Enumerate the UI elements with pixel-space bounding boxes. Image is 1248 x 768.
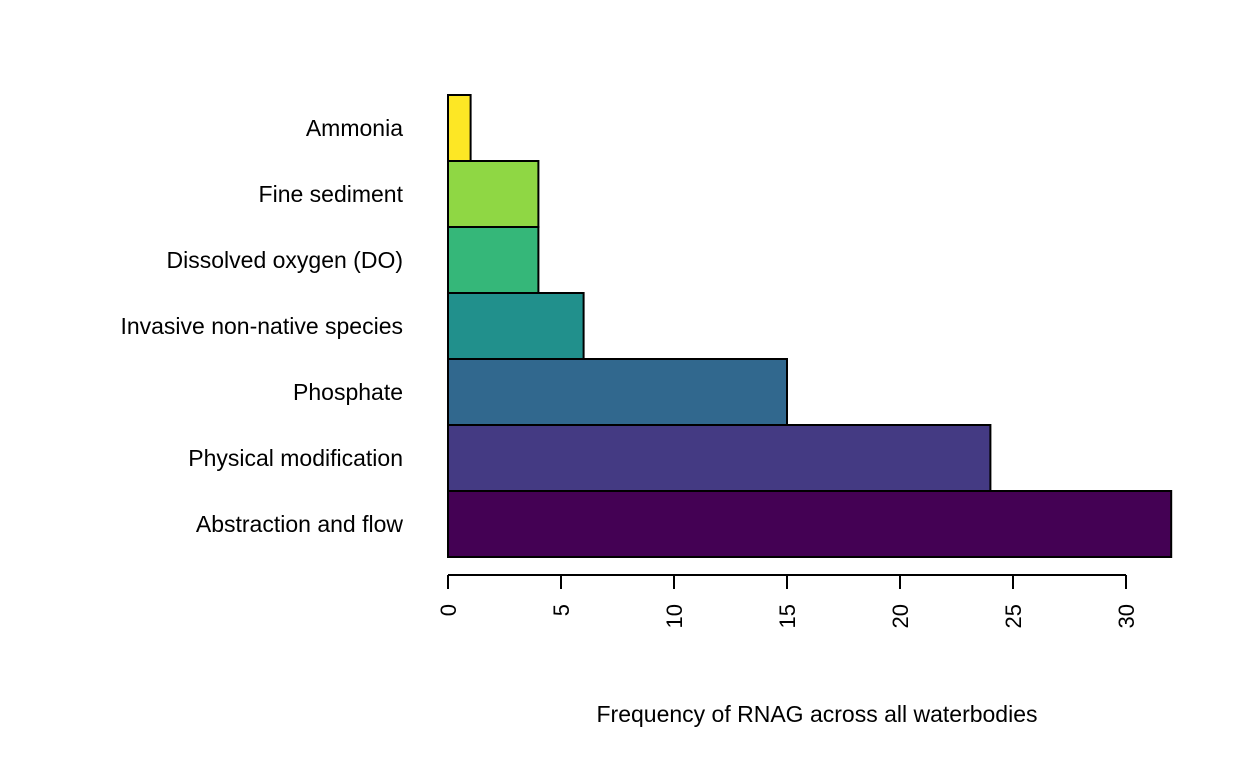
bar-invasive-non-native-species [447,292,585,360]
bars-group [447,94,1173,558]
category-label: Ammonia [306,115,403,141]
category-label: Phosphate [293,379,403,405]
x-axis-title: Frequency of RNAG across all waterbodies [596,701,1037,727]
x-axis-ticks: 0 5 10 15 20 25 30 [436,575,1139,628]
x-tick-label: 25 [1001,604,1026,628]
x-tick-label: 30 [1114,604,1139,628]
x-tick-label: 0 [436,604,461,616]
bar-physical-modification [447,424,992,492]
x-tick-label: 10 [662,604,687,628]
category-label: Invasive non-native species [120,313,403,339]
bar-ammonia [447,94,472,162]
x-tick-label: 5 [549,604,574,616]
bar-dissolved-oxygen-do [447,226,540,294]
category-label: Physical modification [188,445,403,471]
category-labels: Abstraction and flow Physical modificatio… [120,115,403,537]
x-tick-label: 20 [888,604,913,628]
bar-abstraction-and-flow [447,490,1173,558]
bar-phosphate [447,358,788,426]
bar-fine-sediment [447,160,540,228]
category-label: Abstraction and flow [196,511,404,537]
x-tick-label: 15 [775,604,800,628]
category-label: Dissolved oxygen (DO) [167,247,403,273]
x-axis: 0 5 10 15 20 25 30 [436,574,1139,628]
category-label: Fine sediment [259,181,404,207]
